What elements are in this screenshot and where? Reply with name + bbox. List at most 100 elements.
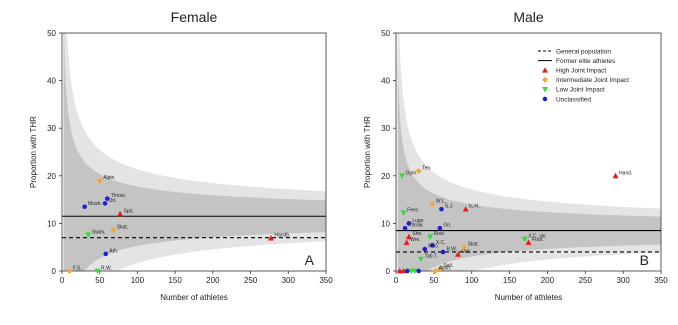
y-tick-label: 10: [47, 219, 56, 228]
x-tick-label: 300: [616, 276, 630, 285]
point-low: [411, 268, 418, 274]
y-tick-label: 0: [386, 267, 391, 276]
plot-frame: [395, 32, 662, 272]
point-label: Row.: [434, 231, 445, 237]
point-label: Alpin.: [103, 175, 116, 181]
point-low: [408, 268, 415, 274]
legend-marker-high: [542, 67, 548, 73]
x-tick-label: 100: [131, 276, 145, 285]
point-unclassified: [416, 268, 422, 274]
point-high: [267, 235, 274, 241]
x-tick-label: 200: [541, 276, 555, 285]
point-high: [525, 239, 532, 245]
point-label: B.W.: [446, 246, 457, 252]
x-tick-label: 150: [503, 276, 517, 285]
x-tick-label: 350: [654, 276, 668, 285]
data-points: Alpin. Throw.Ori. Mush. Spri. Swim. Skat. Hand…: [66, 175, 291, 274]
point-unclassified: [437, 225, 443, 231]
x-tick-label: 350: [319, 276, 333, 285]
legend-label: Intermediate Joint Impact: [556, 77, 629, 84]
panel-letter: A: [305, 252, 315, 268]
y-tick-label: 0: [52, 267, 57, 276]
y-tick-label: 40: [381, 77, 390, 86]
point-high: [396, 268, 403, 274]
point-label: X.C. ski: [528, 234, 545, 240]
point-low: [94, 268, 101, 274]
legend-marker-low: [542, 87, 548, 93]
x-axis-label: Number of athletes: [160, 293, 228, 302]
legend-label: General population: [556, 48, 611, 55]
y-tick-label: 50: [47, 29, 56, 38]
point-label: Luge: [412, 218, 423, 224]
point-label: Fenc.: [407, 207, 420, 213]
point-label: R.W.: [101, 266, 112, 272]
point-label: F.S.: [73, 266, 82, 272]
point-label: Ten.: [422, 166, 431, 172]
point-label: Mus.: [428, 244, 439, 250]
point-low: [417, 256, 424, 263]
point-label: S.J.: [445, 204, 454, 210]
y-tick-label: 20: [47, 172, 56, 181]
point-label: Sail.: [443, 263, 453, 269]
point-label: Skat.: [117, 225, 128, 231]
point-unclassified: [402, 225, 408, 231]
x-tick-label: 50: [429, 276, 438, 285]
point-label: Spri.: [124, 208, 134, 214]
point-intermediate: [436, 265, 443, 272]
point-low: [427, 234, 434, 240]
y-tick-label: 50: [381, 29, 390, 38]
x-tick-label: 250: [579, 276, 593, 285]
panel-letter: B: [640, 252, 649, 268]
x-axis-label: Number of athletes: [495, 293, 563, 302]
x-tick-label: 150: [168, 276, 182, 285]
panel-male: 0 50 100 150 200 250 300 350 0 10 20 30 40 50 Male Numb…: [363, 9, 668, 302]
point-unclassified: [430, 242, 435, 248]
y-tick-label: 30: [47, 124, 56, 133]
legend: General population Former elite athletes H…: [538, 48, 629, 103]
point-intermediate: [429, 200, 436, 207]
y-axis-label: Proportion with THR: [363, 116, 372, 188]
x-tick-label: 200: [206, 276, 220, 285]
legend-marker-intermediate: [542, 76, 548, 83]
y-axis-label: Proportion with THR: [29, 116, 38, 188]
funnel-bands: [63, 33, 326, 271]
point-intermediate: [432, 268, 439, 274]
point-intermediate: [66, 268, 73, 274]
data-points: Ten. Gym. Hand. W.L.S.J. Ic.H. Fenc. LugeThrow…: [396, 166, 632, 274]
point-label: X.C.: [436, 240, 446, 246]
point-label: Mush.: [88, 201, 102, 207]
point-unclassified: [104, 196, 110, 201]
point-unclassified: [439, 206, 444, 212]
point-high: [400, 268, 407, 274]
x-tick-label: 300: [282, 276, 296, 285]
x-tick-label: 50: [95, 276, 104, 285]
point-low: [521, 236, 528, 243]
point-label: Sho.: [412, 231, 422, 237]
y-tick-label: 10: [381, 219, 390, 228]
point-label: Foot.: [532, 237, 543, 243]
point-intermediate: [110, 227, 117, 234]
point-label: Ic.H.: [469, 204, 479, 210]
point-unclassified: [103, 251, 109, 257]
legend-marker-unclassified: [542, 96, 548, 102]
legend-label: Former elite athletes: [556, 58, 616, 65]
panel-female: 0 50 100 150 200 250 300 350 0 10 20 30 40 50 Female Nu…: [29, 9, 333, 302]
point-intermediate: [461, 244, 468, 251]
point-label: Swim.: [92, 229, 106, 235]
point-low: [400, 210, 407, 216]
point-high: [612, 172, 619, 179]
point-high: [462, 206, 469, 212]
panel-title: Female: [171, 9, 218, 25]
legend-label: Unclassified: [556, 96, 591, 103]
legend-label: High Joint Impact: [556, 68, 606, 75]
point-unclassified: [422, 246, 428, 252]
legend-label: Low Joint Impact: [556, 87, 605, 94]
point-label: Handb.: [274, 233, 290, 239]
x-tick-label: 100: [465, 276, 479, 285]
point-label: Tab.T.: [424, 254, 437, 260]
point-label: Skat.: [468, 242, 479, 248]
funnel-inner-band: [397, 46, 661, 271]
funnel-inner-band: [63, 33, 326, 271]
